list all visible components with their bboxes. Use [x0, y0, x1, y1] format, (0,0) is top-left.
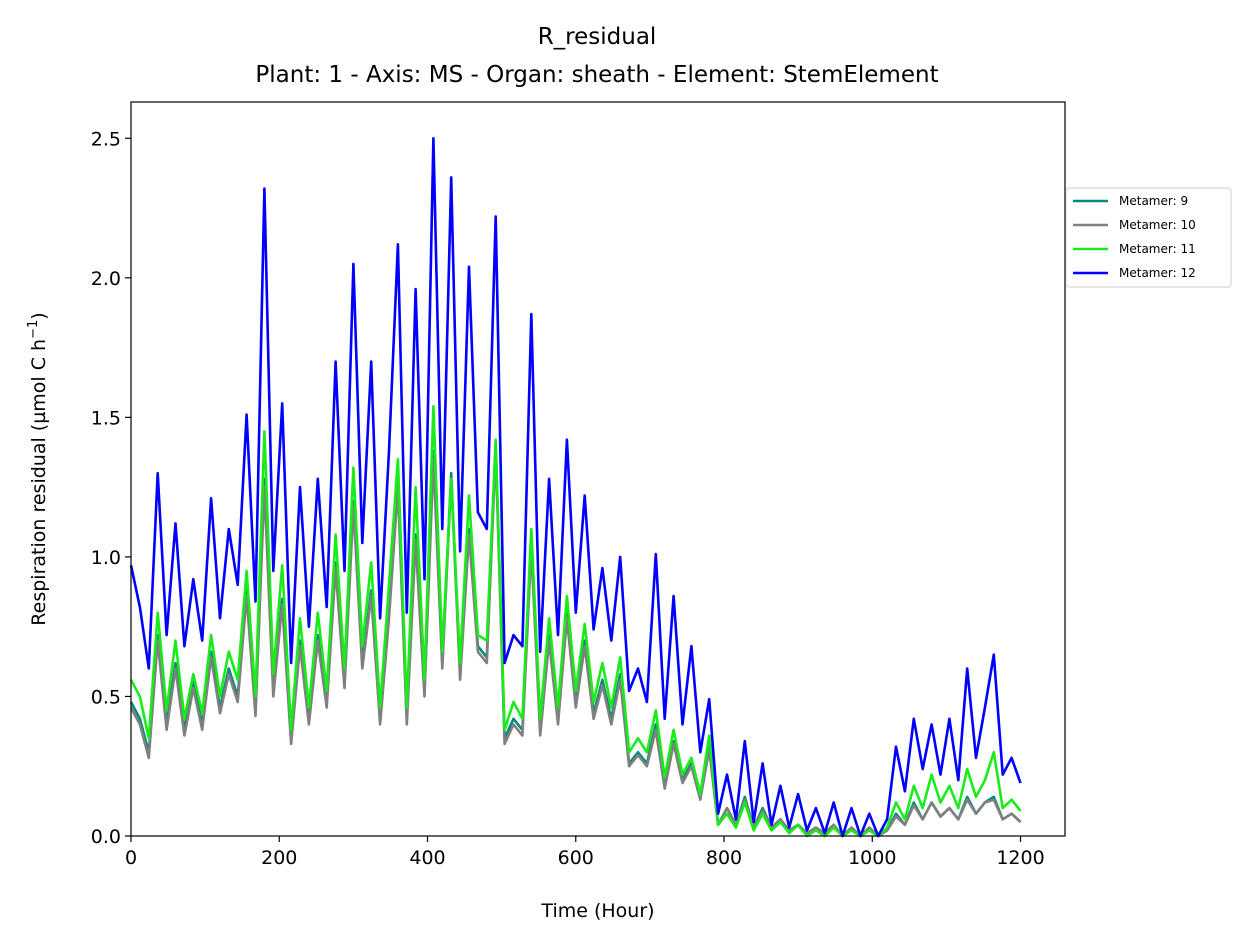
x-tick-label: 200 — [261, 847, 297, 869]
x-axis-label: Time (Hour) — [540, 900, 654, 922]
y-tick-label: 2.0 — [91, 268, 121, 290]
y-tick-label: 0.0 — [91, 826, 121, 848]
plot-frame — [130, 101, 1066, 837]
x-tick-label: 600 — [558, 847, 594, 869]
legend-label-4: Metamer: 12 — [1119, 266, 1196, 280]
x-axis: 0 200 400 600 800 1000 1200 — [125, 836, 1045, 869]
x-tick-label: 1000 — [848, 847, 896, 869]
y-axis-label: Respiration residual (µmol C h−1) — [26, 312, 50, 625]
legend-label-1: Metamer: 9 — [1119, 194, 1188, 208]
series-line-4 — [129, 137, 1022, 838]
x-tick-label: 400 — [409, 847, 445, 869]
chart-subtitle: Plant: 1 - Axis: MS - Organ: sheath - El… — [255, 62, 938, 88]
y-tick-label: 1.5 — [91, 407, 121, 429]
x-tick-label: 800 — [706, 847, 742, 869]
y-axis-label-main: Respiration residual (µmol C h — [28, 339, 50, 626]
legend-label-2: Metamer: 10 — [1119, 218, 1196, 232]
chart-title: R_residual — [538, 24, 657, 50]
y-axis-label-close: ) — [28, 312, 50, 319]
series-line-2 — [129, 449, 1022, 838]
y-axis: 0.0 0.5 1.0 1.5 2.0 2.5 — [91, 128, 131, 848]
legend-label-3: Metamer: 11 — [1119, 242, 1196, 256]
y-tick-label: 0.5 — [91, 686, 121, 708]
x-tick-label: 0 — [125, 847, 137, 869]
legend: Metamer: 9 Metamer: 10 Metamer: 11 Metamer:… — [1065, 187, 1232, 288]
y-tick-label: 2.5 — [91, 128, 121, 150]
x-tick-label: 1200 — [996, 847, 1044, 869]
y-tick-label: 1.0 — [91, 547, 121, 569]
series-lines — [129, 137, 1022, 838]
legend-box — [1065, 187, 1232, 288]
series-line-3 — [129, 404, 1022, 838]
y-axis-label-superscript: −1 — [26, 320, 41, 339]
